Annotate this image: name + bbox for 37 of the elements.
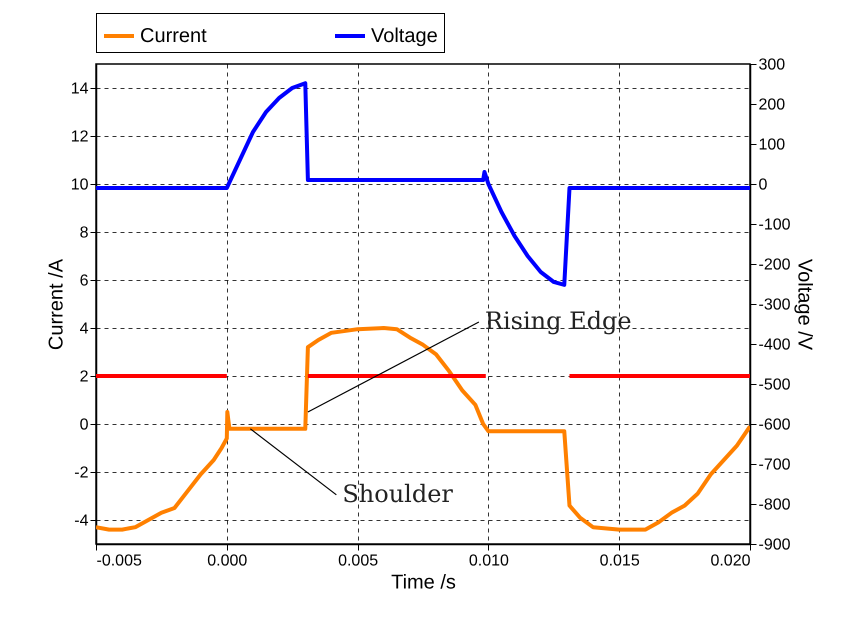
y-tick-label: -4 <box>74 512 89 530</box>
y-tick-label: 0 <box>80 416 89 434</box>
y2-tick-label: 0 <box>758 176 768 194</box>
annotation: Rising Edge <box>484 307 632 335</box>
y-axis-title: Current /A <box>46 258 68 350</box>
y2-tick-label: -200 <box>758 256 791 274</box>
y-tick-label: 4 <box>80 320 89 338</box>
x-tick-label: 0.020 <box>710 552 751 570</box>
y2-tick-label: -700 <box>758 456 791 474</box>
line-series <box>96 81 750 287</box>
x-tick-label: 0.005 <box>338 552 378 570</box>
y-tick-label: 6 <box>80 272 89 290</box>
y-tick-label: 12 <box>70 128 89 146</box>
y-tick-label: 8 <box>80 224 89 242</box>
y2-tick-label: -100 <box>758 216 791 234</box>
y2-tick-label: -800 <box>758 496 791 514</box>
x-tick-label: 0.010 <box>468 552 510 570</box>
x-tick-label: -0.005 <box>96 552 142 570</box>
legend-label: Current <box>140 25 208 47</box>
y-tick-label: 2 <box>80 368 89 386</box>
y2-tick-label: -600 <box>758 416 791 434</box>
y2-tick-label: -900 <box>758 536 791 554</box>
y-tick-label: 10 <box>70 176 89 194</box>
y2-tick-label: -300 <box>758 296 791 314</box>
annotation: Shoulder <box>342 480 454 508</box>
y2-tick-label: -500 <box>758 376 791 394</box>
x-axis-title: Time /s <box>391 572 456 594</box>
y2-tick-label: -400 <box>758 336 791 354</box>
y2-tick-label: 300 <box>758 56 786 74</box>
y2-axis-title: Voltage /V <box>794 258 816 351</box>
y-tick-label: 14 <box>70 80 89 98</box>
x-tick-label: 0.000 <box>207 552 248 570</box>
legend-label: Voltage <box>371 25 438 47</box>
x-tick-label: 0.015 <box>600 552 640 570</box>
y-tick-label: -2 <box>74 464 89 482</box>
y2-tick-label: 200 <box>758 96 786 114</box>
y2-tick-label: 100 <box>758 136 786 154</box>
